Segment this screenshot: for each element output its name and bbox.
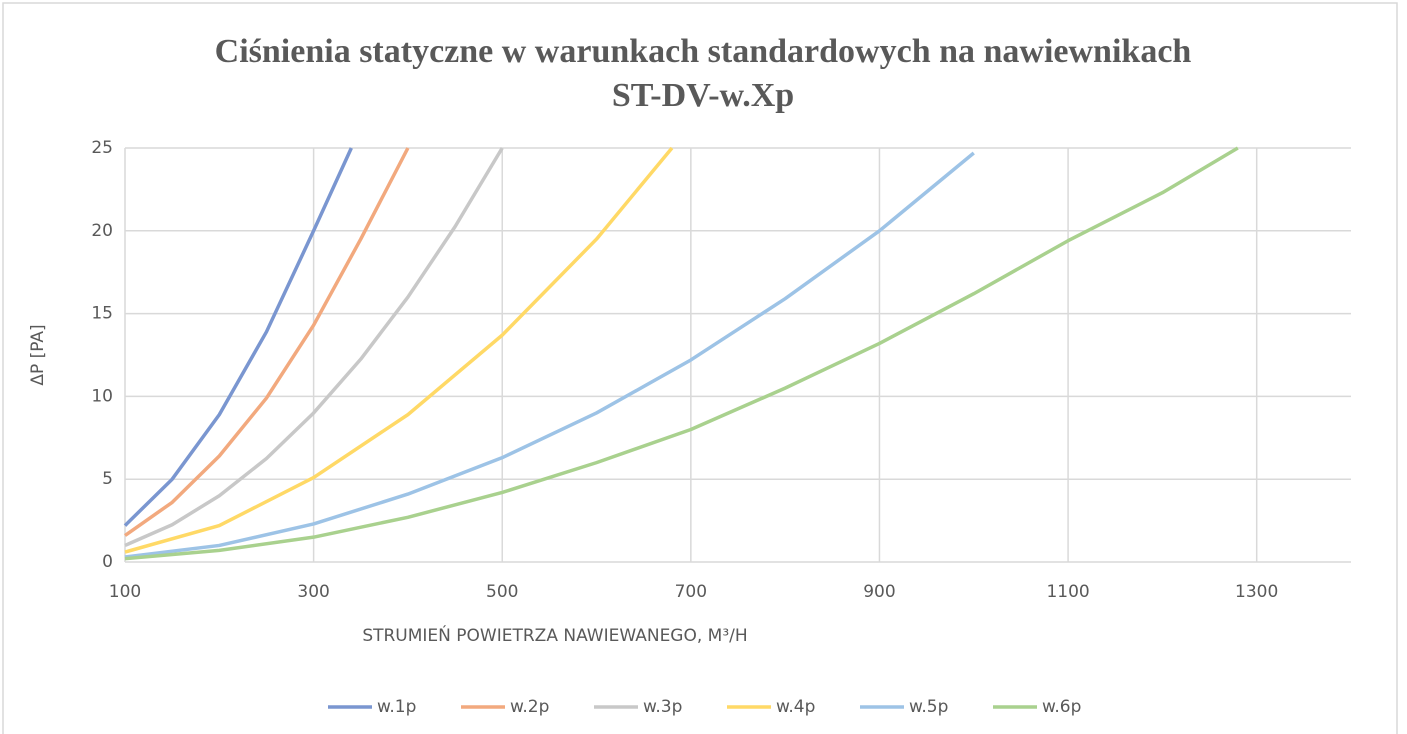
- y-tick-label: 20: [91, 221, 113, 241]
- series-line: [123, 147, 410, 537]
- chart-title: Ciśnienia statyczne w warunkach standard…: [215, 33, 1192, 70]
- legend-label: w.3p: [643, 697, 682, 717]
- y-axis-label: ΔP [PA]: [28, 324, 48, 385]
- y-tick-label: 15: [91, 304, 113, 324]
- y-tick-label: 5: [102, 469, 113, 489]
- legend-label: w.2p: [510, 697, 549, 717]
- legend-label: w.4p: [776, 697, 815, 717]
- series-line: [124, 151, 975, 559]
- chart-subtitle: ST-DV-w.Xp: [612, 77, 794, 114]
- y-tick-label: 10: [91, 386, 113, 406]
- legend-label: w.5p: [909, 697, 948, 717]
- series-line: [124, 146, 674, 554]
- x-tick-label: 700: [675, 582, 707, 602]
- y-tick-label: 25: [91, 138, 113, 158]
- y-tick-label: 0: [102, 552, 113, 572]
- x-tick-label: 1100: [1046, 582, 1089, 602]
- x-tick-label: 900: [863, 582, 895, 602]
- x-tick-label: 500: [486, 582, 518, 602]
- x-axis-label: STRUMIEŃ POWIETRZA NAWIEWANEGO, M³/H: [362, 624, 747, 646]
- x-tick-label: 300: [297, 582, 329, 602]
- series-line: [123, 147, 353, 527]
- legend-label: w.1p: [377, 697, 416, 717]
- x-tick-label: 1300: [1235, 582, 1278, 602]
- series-line: [124, 147, 504, 548]
- series-line: [124, 146, 1239, 561]
- x-tick-label: 100: [109, 582, 141, 602]
- legend-label: w.6p: [1042, 697, 1081, 717]
